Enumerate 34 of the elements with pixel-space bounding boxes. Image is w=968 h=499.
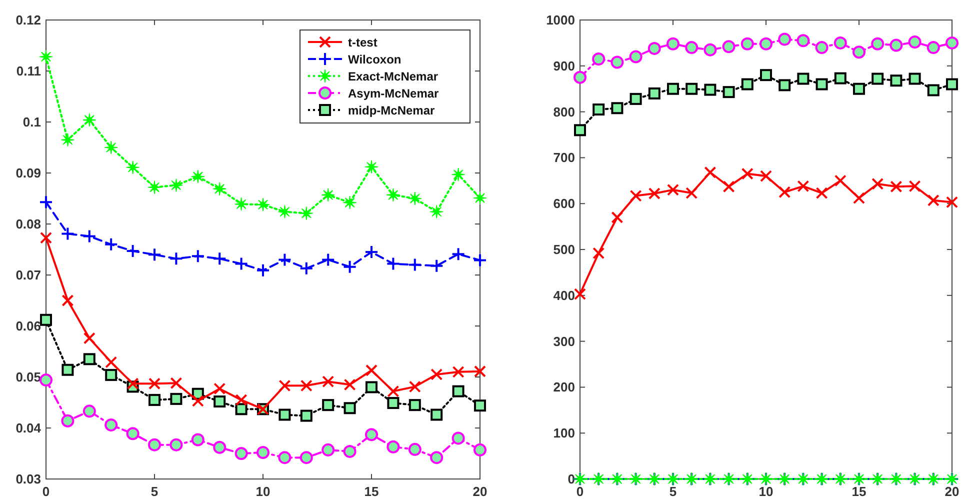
x-tick-label: 5 [669,484,677,499]
y-tick-label: 1000 [546,12,575,28]
y-tick-label: 0.05 [16,370,41,384]
legend-label: midp-McNemar [348,104,436,118]
legend-label: Asym-McNemar [348,86,440,100]
y-tick-label: 0 [568,472,575,486]
x-tick-label: 10 [758,484,774,499]
y-tick-label: 0.1 [22,114,41,130]
y-tick-label: 0.06 [16,318,41,334]
y-tick-label: 100 [553,426,575,441]
y-tick-label: 700 [553,150,575,166]
y-tick-label: 300 [553,334,575,349]
y-tick-label: 200 [553,380,575,395]
y-tick-label: 0.09 [16,166,41,180]
legend-label: t-test [348,36,378,50]
x-tick-label: 15 [364,484,379,499]
y-tick-label: 0.07 [16,268,41,282]
legend-label: Exact-McNemar [348,70,438,84]
x-tick-label: 5 [150,484,158,499]
y-tick-label: 500 [553,242,575,257]
x-tick-label: 20 [944,484,960,499]
y-tick-label: 0.08 [16,216,41,232]
y-tick-label: 0.04 [16,420,42,436]
y-tick-label: 800 [553,104,575,120]
y-tick-label: 600 [553,196,575,212]
x-tick-label: 15 [852,484,866,499]
y-tick-label: 0.03 [16,472,41,486]
y-tick-label: 900 [553,58,575,74]
x-tick-label: 20 [472,484,488,499]
x-tick-label: 10 [256,484,270,499]
y-tick-label: 0.11 [16,64,41,78]
y-tick-label: 400 [553,288,575,303]
y-tick-label: 0.12 [16,12,41,28]
legend-label: Wilcoxon [348,52,402,66]
